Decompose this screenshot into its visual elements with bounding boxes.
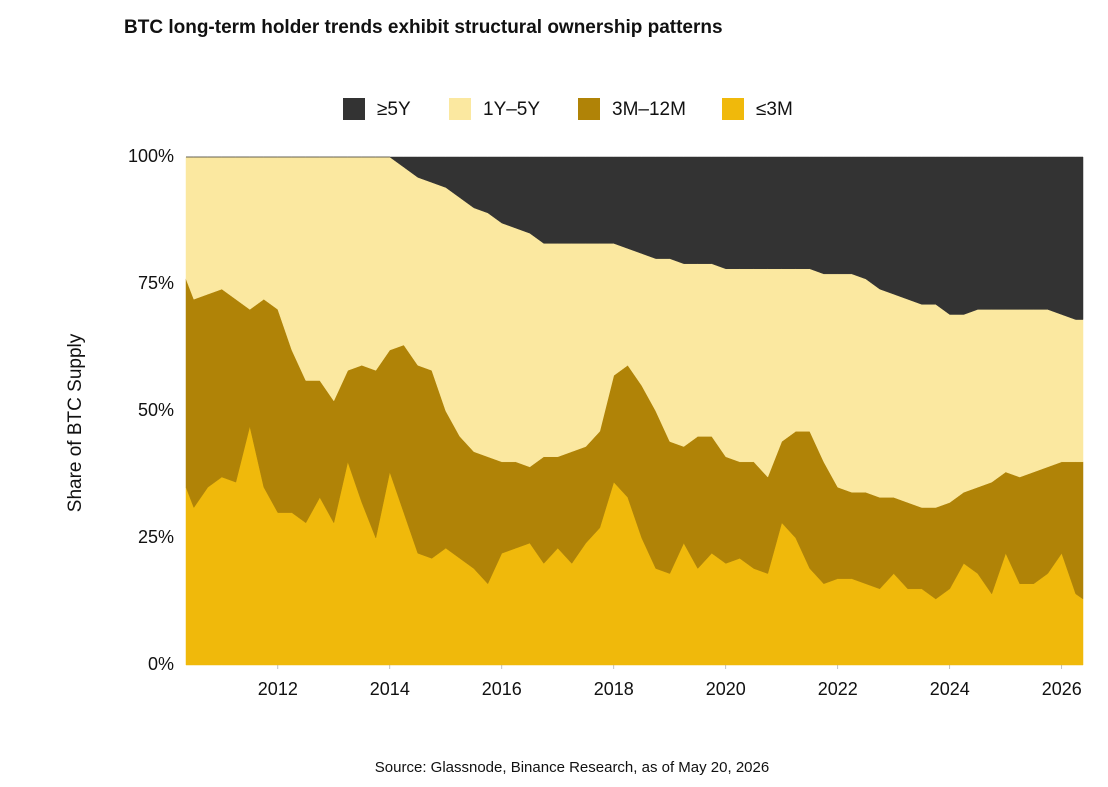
chart-title: BTC long-term holder trends exhibit stru… xyxy=(124,17,723,38)
source-note: Source: Glassnode, Binance Research, as … xyxy=(375,759,769,776)
y-tick-label: 75% xyxy=(138,273,174,293)
legend-swatch xyxy=(722,98,744,120)
x-tick-label: 2026 xyxy=(1042,679,1082,699)
x-tick-label: 2020 xyxy=(706,679,746,699)
legend-label: ≥5Y xyxy=(377,99,411,120)
area xyxy=(186,156,1084,320)
y-tick-label: 50% xyxy=(138,400,174,420)
x-tick-label: 2016 xyxy=(482,679,522,699)
y-axis-label: Share of BTC Supply xyxy=(65,333,86,512)
legend-label: 1Y–5Y xyxy=(483,99,540,120)
legend-swatch xyxy=(578,98,600,120)
x-tick-label: 2024 xyxy=(930,679,970,699)
x-tick-label: 2018 xyxy=(594,679,634,699)
y-tick-label: 0% xyxy=(148,654,174,674)
legend-swatch xyxy=(343,98,365,120)
x-tick-label: 2012 xyxy=(258,679,298,699)
legend-label: ≤3M xyxy=(756,99,793,120)
x-tick-label: 2014 xyxy=(370,679,410,699)
x-tick-label: 2022 xyxy=(818,679,858,699)
plot-area xyxy=(185,156,1084,666)
legend-label: 3M–12M xyxy=(612,99,686,120)
y-tick-label: 25% xyxy=(138,527,174,547)
y-tick-label: 100% xyxy=(128,146,174,166)
legend-swatch xyxy=(449,98,471,120)
